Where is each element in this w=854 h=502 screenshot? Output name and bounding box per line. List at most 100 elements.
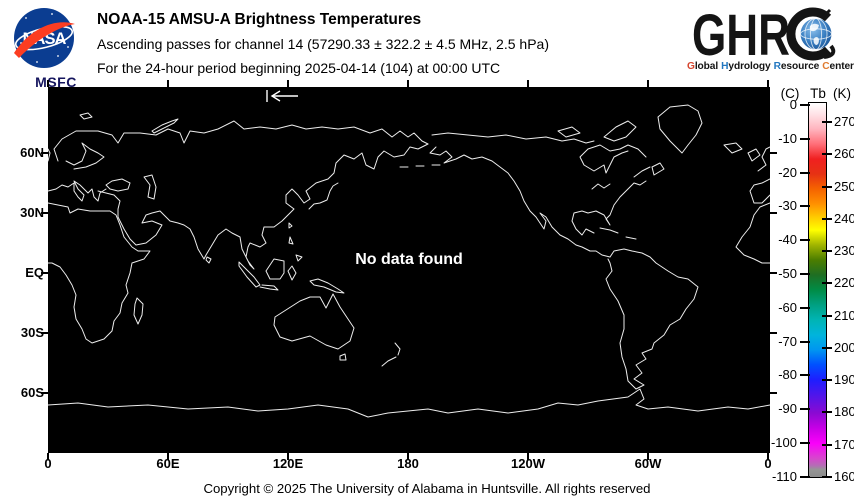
ghrc-logo-icon: GHR [692,3,836,63]
ghrc-tagline-word: Resource [773,61,820,72]
colorbar-kelvin-tick [822,443,832,446]
colorbar-celsius-label: -110 [771,468,797,484]
lon-tick-bottom [647,453,649,460]
colorbar-celsius-tick [800,408,810,411]
lon-tick-bottom [767,453,769,460]
colorbar-kelvin-label: 160 [834,468,854,484]
map-plot: No data found [48,87,770,453]
lon-tick-label: 60E [156,456,180,471]
lon-tick-top [527,80,529,87]
colorbar [808,102,827,478]
colorbar-kelvin-label: 250 [834,178,854,194]
lat-tick-left [41,272,48,274]
colorbar-kelvin-label: 210 [834,307,854,323]
colorbar-unit-k: (K) [833,86,851,101]
lon-tick-label: 180 [397,456,419,471]
colorbar-tb-label: Tb [810,86,826,101]
colorbar-kelvin-tick [822,475,832,478]
colorbar-celsius-tick [800,171,810,174]
subtitle-channel: Ascending passes for channel 14 (57290.3… [97,36,549,52]
lon-tick-top [407,80,409,87]
ghrc-tagline-word: Center [822,61,854,72]
lat-tick-label: 30S [20,325,44,340]
nasa-swoosh [14,22,75,58]
colorbar-kelvin-tick [822,314,832,317]
colorbar-celsius-tick [800,137,810,140]
colorbar-celsius-tick [800,273,810,275]
lon-tick-label: 120W [511,456,545,471]
colorbar-kelvin-label: 230 [834,243,854,259]
lon-tick-label: 120E [272,456,304,471]
colorbar-celsius-label: -90 [778,401,797,417]
colorbar-kelvin-label: 220 [834,275,854,291]
lat-tick-right [770,152,777,154]
nasa-msfc-label: MSFC [35,74,77,90]
colorbar-celsius-label: -70 [778,333,797,349]
colorbar-celsius-label: -20 [778,164,797,180]
colorbar-celsius-tick [800,239,810,242]
lat-tick-left [41,392,48,394]
lat-tick-left [41,152,48,154]
lat-tick-label: 30N [20,205,44,220]
page-title: NOAA-15 AMSU-A Brightness Temperatures [97,11,422,28]
colorbar-celsius-tick [800,475,810,478]
no-data-label: No data found [355,251,463,268]
copyright: Copyright © 2025 The University of Alaba… [203,481,651,496]
colorbar-kelvin-tick [822,217,832,220]
lon-tick-top [167,80,169,87]
colorbar-kelvin-label: 260 [834,146,854,162]
pass-direction-arrow-icon [266,90,298,102]
colorbar-celsius-tick [800,306,810,309]
lon-tick-bottom [527,453,529,460]
colorbar-kelvin-label: 270 [834,114,854,129]
globe-icon [800,18,832,50]
colorbar-unit-c: (C) [780,86,800,101]
colorbar-celsius-label: -40 [778,232,797,248]
colorbar-kelvin-tick [822,346,832,349]
colorbar-kelvin-label: 170 [834,436,854,452]
lat-tick-left [41,332,48,334]
lon-tick-bottom [47,453,49,460]
ghrc-tagline: Global Hydrology Resource Center [687,61,854,72]
lat-tick-right [770,272,777,274]
colorbar-celsius-tick [800,205,810,208]
colorbar-kelvin-tick [822,153,832,156]
colorbar-celsius-tick [800,374,810,377]
colorbar-celsius-tick [800,104,810,106]
colorbar-kelvin-tick [822,185,832,188]
colorbar-celsius-tick [800,442,810,444]
ghrc-tagline-word: Hydrology [721,61,771,72]
colorbar-kelvin-tick [822,282,832,285]
lon-tick-top [647,80,649,87]
colorbar-celsius-label: -50 [778,266,797,281]
nasa-insignia-icon: NASA [14,8,75,68]
lon-tick-top [287,80,289,87]
ghrc-tagline-word: Global [687,61,719,72]
colorbar-kelvin-label: 180 [834,404,854,420]
colorbar-celsius-label: -10 [778,130,797,146]
ghrc-acronym-c [786,7,832,61]
lat-tick-label: 60S [20,385,44,400]
colorbar-celsius-label: -60 [778,299,797,315]
lat-tick-right [770,212,777,214]
colorbar-kelvin-label: 240 [834,210,854,226]
colorbar-kelvin-label: 190 [834,372,854,388]
lat-tick-left [41,212,48,214]
colorbar-kelvin-tick [822,379,832,382]
colorbar-celsius-label: 0 [789,97,797,112]
colorbar-celsius-label: -80 [778,367,797,383]
colorbar-kelvin-tick [822,411,832,414]
subtitle-period: For the 24-hour period beginning 2025-04… [97,60,501,76]
lat-tick-label: 60N [20,145,44,160]
colorbar-celsius-label: -30 [778,198,797,214]
colorbar-celsius-tick [800,340,810,343]
lon-tick-top [767,80,769,87]
colorbar-kelvin-tick [822,121,832,123]
lat-tick-right [770,392,777,394]
colorbar-kelvin-label: 200 [834,339,854,355]
colorbar-celsius-label: -100 [770,435,797,450]
lon-tick-top [47,80,49,87]
lon-tick-bottom [407,453,409,460]
lat-tick-label: EQ [25,265,44,280]
